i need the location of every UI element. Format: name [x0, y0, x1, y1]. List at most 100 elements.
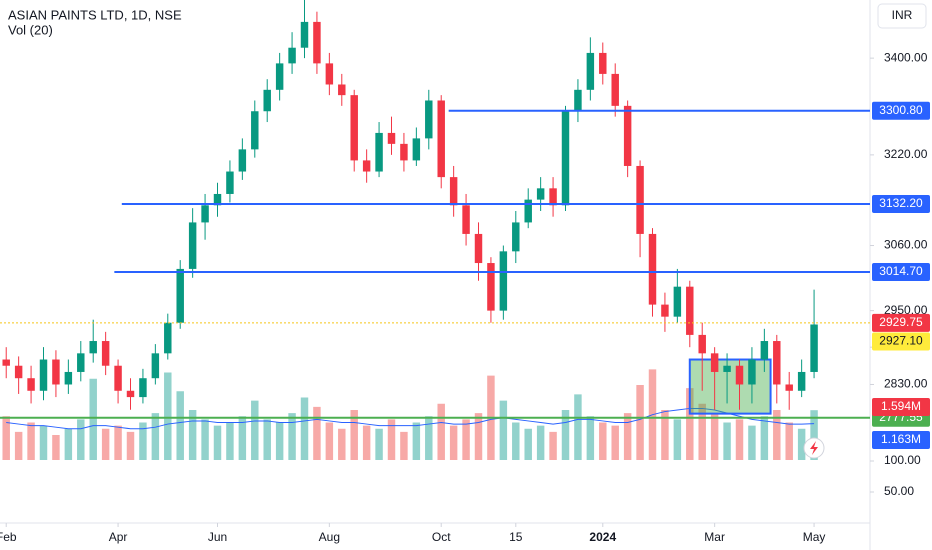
level-label: 3014.70 [879, 264, 923, 278]
candle-body [213, 193, 222, 206]
candle-body [686, 286, 694, 335]
candle-body [52, 359, 60, 385]
volume-bar [561, 410, 570, 460]
candle-body [673, 286, 682, 317]
x-tick-label: May [803, 530, 826, 544]
candle-body [773, 341, 781, 385]
candle-body [139, 378, 147, 398]
level-label: 3300.80 [879, 103, 923, 117]
candle-body [425, 100, 433, 139]
candle-body [350, 95, 358, 161]
volume-bar [375, 428, 383, 460]
level-badge [872, 195, 930, 214]
volume-bar [139, 422, 147, 460]
value-badge-label: 1.163M [881, 432, 921, 446]
candle-body [188, 222, 197, 269]
x-tick-label: Feb [0, 530, 17, 544]
candle-body [362, 160, 371, 172]
y2-tick-label: 50.00 [884, 484, 914, 498]
candle-body [524, 199, 532, 223]
candle-body [748, 359, 756, 385]
y2-tick-label: 100.00 [884, 453, 921, 467]
volume-bar [586, 416, 595, 460]
candle-body [710, 353, 719, 372]
volume-bar [238, 416, 247, 460]
level-badge [872, 313, 930, 332]
candle-body [797, 371, 806, 391]
y-tick-label: 2950.00 [884, 303, 928, 317]
volume-bar [400, 431, 408, 460]
volume-bar [698, 403, 706, 460]
candle-body [785, 384, 793, 391]
value-badge [872, 398, 930, 416]
volume-bar [549, 431, 557, 460]
volume-bar [164, 372, 172, 460]
candle-body [325, 63, 334, 85]
lightning-icon[interactable] [810, 441, 818, 455]
value-badge-label: 2927.10 [879, 334, 923, 348]
volume-bar [512, 422, 520, 460]
volume-bar [126, 431, 135, 460]
currency-label[interactable]: INR [892, 8, 913, 22]
candle-body [14, 365, 23, 379]
candle-body [300, 21, 309, 48]
candle-body [64, 371, 73, 385]
candle-body [114, 365, 122, 391]
candle-body [263, 89, 271, 112]
volume-bar [524, 428, 532, 460]
volume-bar [449, 425, 458, 460]
candle-body [288, 47, 296, 64]
volume-bar [810, 410, 818, 460]
candle-body [561, 111, 570, 206]
candle-body [251, 111, 259, 150]
candle-body [126, 390, 135, 398]
volume-bar [226, 422, 234, 460]
candle-body [151, 353, 160, 379]
candle-body [2, 359, 10, 366]
volume-ma-line [6, 407, 815, 430]
candle-body [275, 63, 284, 90]
volume-bar [14, 431, 23, 460]
y-tick-label: 2830.00 [884, 377, 928, 391]
volume-bar [574, 394, 582, 460]
volume-bar [288, 413, 296, 460]
x-tick-label: 2024 [589, 530, 616, 544]
volume-bar [201, 419, 209, 460]
currency-button[interactable] [877, 3, 927, 29]
volume-bar [474, 413, 483, 460]
volume-bar [760, 416, 769, 460]
volume-bar [251, 400, 259, 460]
candle-body [723, 365, 731, 372]
level-badge [872, 101, 930, 120]
volume-bar [213, 425, 222, 460]
candle-body [39, 359, 48, 391]
candle-body [449, 177, 458, 206]
volume-bar [64, 428, 73, 460]
volume-bar [785, 422, 793, 460]
volume-bar [623, 413, 632, 460]
volume-bar [735, 419, 744, 460]
candle-body [101, 341, 110, 366]
volume-bar [263, 419, 271, 460]
candle-body [648, 233, 657, 305]
volume-title: Vol (20) [8, 22, 53, 37]
candle-body [574, 89, 582, 112]
candle-body [412, 138, 421, 161]
candle-body [201, 205, 209, 223]
volume-bar [723, 422, 731, 460]
candle-body [462, 205, 470, 234]
volume-bar [599, 422, 607, 460]
candle-body [611, 73, 619, 106]
volume-bar [536, 425, 545, 460]
volume-bar [710, 413, 719, 460]
level-badge [872, 263, 930, 282]
volume-bar [77, 419, 85, 460]
candle-body [89, 341, 97, 354]
candle-body [176, 268, 184, 323]
candle-body [437, 100, 445, 178]
y-tick-label: 3220.00 [884, 147, 928, 161]
candle-body [313, 21, 321, 64]
volume-bar [611, 425, 619, 460]
candle-body [549, 188, 557, 206]
x-tick-label: Oct [432, 530, 451, 544]
